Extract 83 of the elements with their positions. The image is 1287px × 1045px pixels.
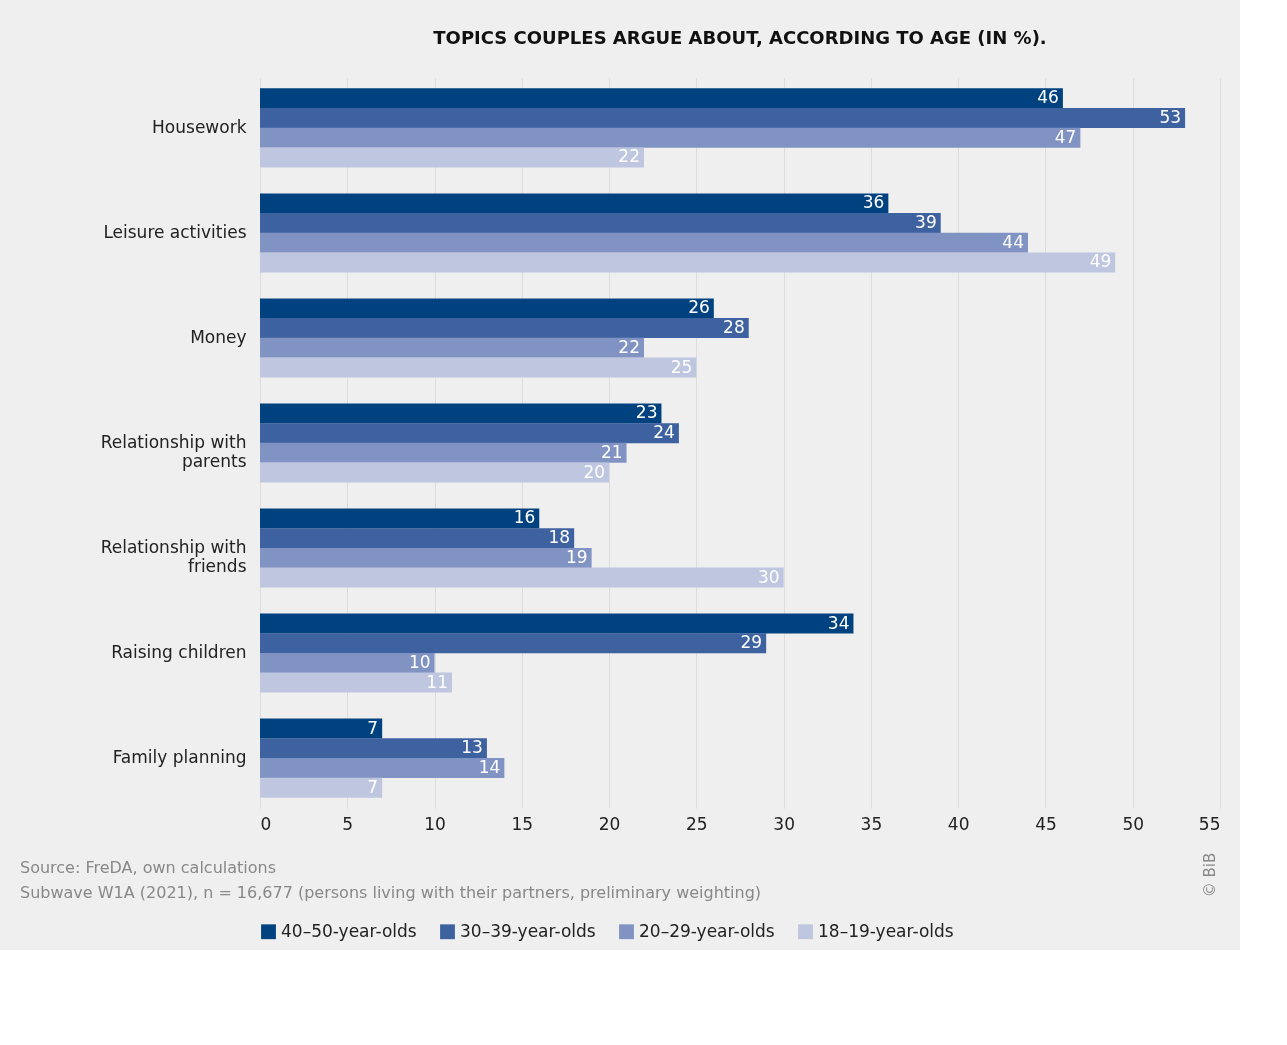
data-label: 26 — [688, 297, 710, 318]
legend-label: 30–39-year-olds — [460, 920, 596, 941]
y-tick-label: Relationship with friends — [100, 537, 247, 577]
bar — [260, 298, 714, 319]
y-tick-label: Housework — [152, 116, 247, 137]
data-label: 46 — [1037, 87, 1059, 108]
x-tick-label: 25 — [686, 813, 708, 834]
bar — [260, 567, 784, 588]
data-label: 13 — [461, 737, 483, 758]
data-label: 34 — [827, 612, 850, 633]
bar — [260, 738, 487, 759]
bar — [260, 672, 452, 693]
bar — [260, 547, 592, 568]
y-tick-label: Money — [190, 326, 247, 347]
data-label: 21 — [600, 441, 623, 462]
bar — [260, 403, 662, 424]
y-tick-label: Raising children — [111, 642, 247, 663]
bar — [260, 757, 505, 778]
x-tick-label: 5 — [342, 813, 354, 834]
y-tick-label: Leisure activities — [103, 221, 247, 242]
bar — [260, 528, 575, 549]
bar — [260, 652, 435, 673]
bar — [260, 318, 749, 339]
data-label: 19 — [566, 546, 588, 567]
x-tick-label: 20 — [598, 813, 621, 834]
data-label: 39 — [915, 212, 937, 233]
bar — [260, 252, 1116, 273]
data-label: 30 — [758, 566, 780, 587]
bar — [260, 193, 889, 214]
data-label: 11 — [426, 671, 448, 692]
legend-label: 40–50-year-olds — [281, 920, 417, 941]
x-tick-label: 0 — [260, 813, 272, 834]
data-label: 25 — [670, 356, 693, 377]
data-label: 7 — [367, 717, 379, 738]
data-label: 49 — [1089, 251, 1112, 272]
bar — [260, 108, 1186, 129]
chart-title: TOPICS COUPLES ARGUE ABOUT, ACCORDING TO AGE (IN %). — [433, 27, 1047, 48]
x-tick-label: 15 — [511, 813, 534, 834]
data-label: 44 — [1002, 231, 1024, 252]
data-label: 22 — [618, 146, 640, 167]
data-label: 47 — [1054, 126, 1077, 147]
data-label: 10 — [408, 651, 431, 672]
data-label: 22 — [618, 336, 640, 357]
data-label: 36 — [862, 192, 885, 213]
data-label: 16 — [513, 507, 536, 528]
x-tick-label: 55 — [1198, 813, 1221, 834]
bar — [260, 213, 941, 234]
data-label: 24 — [653, 422, 675, 443]
legend-label: 20–29-year-olds — [639, 920, 775, 941]
bar — [260, 337, 644, 358]
data-label: 29 — [740, 632, 763, 653]
bar — [260, 613, 854, 634]
x-tick-label: 45 — [1035, 813, 1057, 834]
bar — [260, 423, 679, 444]
bar — [260, 357, 697, 378]
data-label: 28 — [723, 317, 745, 338]
bar — [260, 508, 540, 529]
data-label: 14 — [478, 756, 501, 777]
data-label: 20 — [583, 461, 606, 482]
y-tick-label: Family planning — [112, 747, 247, 768]
bar — [260, 462, 610, 483]
text: Subwave W1A (2021), n = 16,677 (persons living with their partners, preliminary weighting) — [20, 882, 762, 902]
bar — [260, 88, 1063, 109]
bar — [260, 718, 383, 739]
bar — [260, 127, 1081, 148]
text: © BiB — [1201, 852, 1219, 898]
bar — [260, 633, 767, 654]
x-tick-label: 50 — [1122, 813, 1145, 834]
legend-label: 18–19-year-olds — [818, 920, 954, 941]
bar — [260, 147, 644, 168]
data-label: 23 — [635, 402, 658, 423]
data-label: 7 — [367, 776, 379, 797]
source-note: Source: FreDA, own calculations — [20, 857, 277, 877]
data-label: 18 — [548, 527, 571, 548]
bar — [260, 232, 1028, 253]
x-tick-label: 30 — [773, 813, 795, 834]
x-tick-label: 40 — [947, 813, 970, 834]
x-tick-label: 35 — [860, 813, 883, 834]
bar — [260, 442, 627, 463]
y-tick-label: Relationship with parents — [100, 432, 247, 471]
bar — [260, 777, 383, 798]
x-tick-label: 10 — [424, 813, 446, 834]
data-label: 53 — [1159, 107, 1182, 128]
